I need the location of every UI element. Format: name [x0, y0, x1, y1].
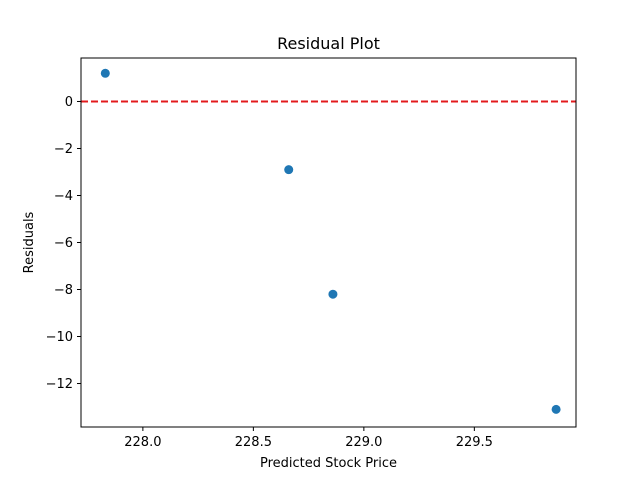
x-tick-label: 228.5 [235, 435, 272, 450]
x-axis-label: Predicted Stock Price [260, 456, 397, 471]
y-tick-label: −4 [54, 189, 73, 204]
y-tick-label: 0 [65, 95, 73, 110]
y-tick-label: −12 [46, 377, 73, 392]
axes-frame [80, 57, 577, 428]
x-tick-label: 229.0 [345, 435, 382, 450]
scatter-point [100, 68, 110, 78]
scatter-point [284, 165, 294, 175]
y-tick-label: −10 [46, 330, 73, 345]
y-tick-label: −6 [54, 236, 73, 251]
y-tick-label: −2 [54, 142, 73, 157]
y-tick-label: −8 [54, 283, 73, 298]
scatter-point [551, 404, 561, 414]
x-tick-label: 228.0 [124, 435, 161, 450]
y-axis-label: Residuals [22, 211, 37, 273]
x-axis-ticks: 228.0 228.5 229.0 229.5 [124, 427, 493, 450]
x-tick-label: 229.5 [456, 435, 493, 450]
scatter-points [100, 68, 561, 414]
y-axis-ticks: 0 −2 −4 −6 −8 −10 −12 [46, 95, 81, 392]
chart-title: Residual Plot [277, 34, 380, 53]
scatter-point [328, 289, 338, 299]
